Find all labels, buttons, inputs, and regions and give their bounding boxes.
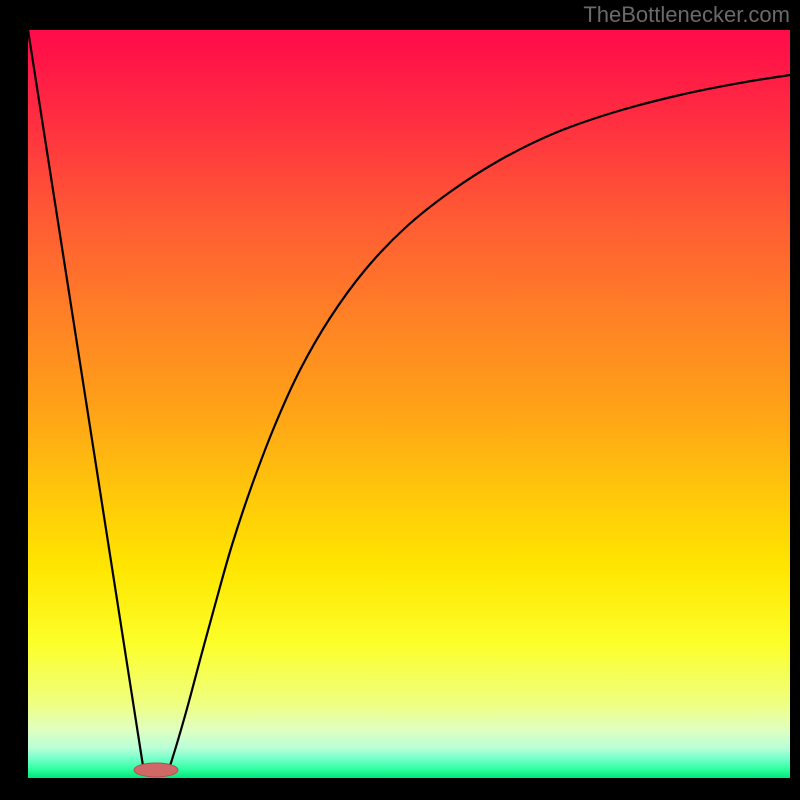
vertex-marker	[134, 763, 178, 777]
plot-background	[28, 30, 790, 778]
bottleneck-chart: TheBottlenecker.com	[0, 0, 800, 800]
watermark-text: TheBottlenecker.com	[583, 2, 790, 27]
chart-container: TheBottlenecker.com	[0, 0, 800, 800]
